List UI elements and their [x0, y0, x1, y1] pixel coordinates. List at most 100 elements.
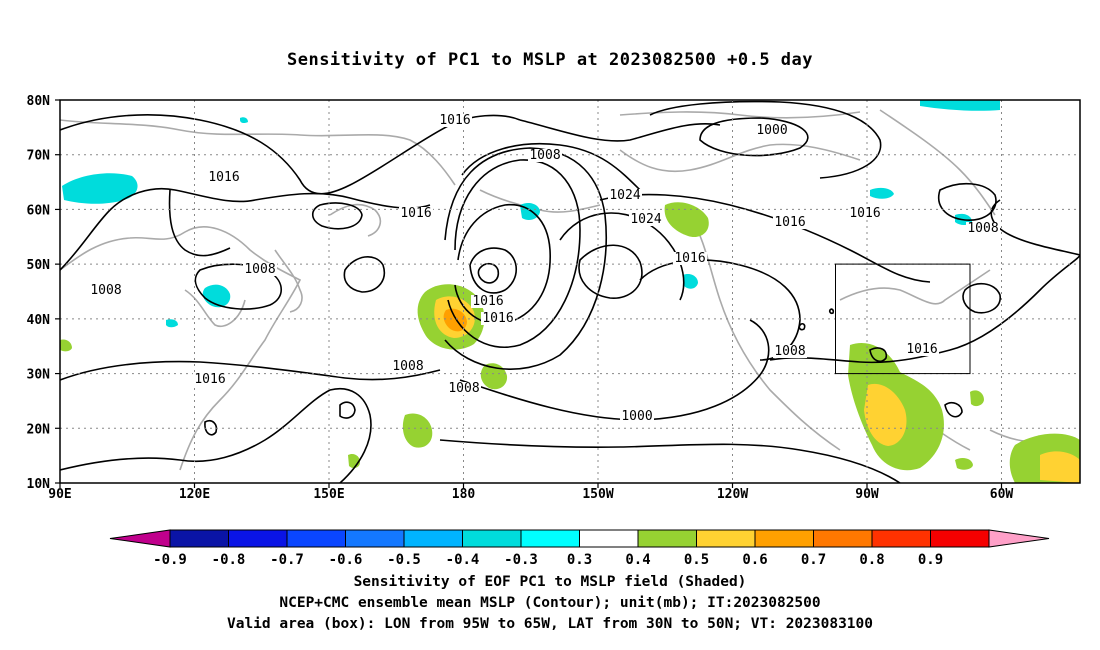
contour-label-bg [608, 189, 642, 202]
contour-label-bg [848, 207, 882, 220]
contour-label: 1016 [400, 206, 431, 221]
contour-label-bg [391, 360, 425, 373]
contour-label-bg [89, 284, 123, 297]
colorbar-segment [169, 529, 229, 548]
lat-label: 30N [27, 368, 51, 383]
colorbar-segment [462, 529, 522, 548]
colorbar-label: -0.6 [329, 552, 363, 568]
colorbar-label: 0.7 [801, 552, 826, 568]
latitude-axis: 80N 70N 60N 50N 40N 30N 20N 10N [27, 94, 60, 492]
contour-label: 1016 [194, 372, 225, 387]
lat-label: 70N [27, 149, 51, 164]
contour-label-bg [193, 373, 227, 386]
positive-sensitivity-region [480, 363, 508, 390]
positive-sensitivity-region [955, 457, 973, 470]
positive-sensitivity-region [864, 383, 907, 446]
colorbar [109, 529, 1050, 548]
colorbar-label: -0.4 [446, 552, 480, 568]
colorbar-min-arrow [109, 529, 171, 548]
contour-label: 1016 [208, 170, 239, 185]
contour-label-bg [528, 149, 562, 162]
sensitivity-shading [60, 100, 1080, 483]
contour-label: 1024 [609, 188, 640, 203]
contour-label: 1024 [630, 212, 661, 227]
lat-label: 10N [27, 477, 51, 492]
lon-label: 90W [855, 487, 879, 502]
contour-label: 1008 [90, 283, 121, 298]
contour-label-bg [629, 213, 663, 226]
contour-label: 1008 [392, 359, 423, 374]
colorbar-segment [637, 529, 697, 548]
colorbar-label: -0.7 [270, 552, 304, 568]
longitude-axis: 90E 120E 150E 180 150W 120W 90W 60W [48, 483, 1013, 502]
lon-label: 120W [717, 487, 748, 502]
colorbar-segment [520, 529, 580, 548]
lon-label: 150W [582, 487, 613, 502]
contour-label-bg [447, 382, 481, 395]
positive-sensitivity-region [970, 390, 984, 407]
colorbar-segment [345, 529, 405, 548]
plot-frame [59, 99, 1081, 484]
contour-label-bg [243, 263, 277, 276]
colorbar-label: -0.5 [387, 552, 421, 568]
colorbar-segment [696, 529, 756, 548]
colorbar-label: 0.6 [742, 552, 767, 568]
lat-label: 20N [27, 422, 51, 437]
negative-sensitivity-region [520, 202, 540, 220]
contour-label-bg [755, 124, 789, 137]
contour-label: 1016 [849, 206, 880, 221]
colorbar-segment [930, 529, 990, 548]
colorbar-segment [754, 529, 814, 548]
colorbar-label: 0.3 [567, 552, 592, 568]
contour-label-bg [471, 295, 505, 308]
contour-label: 1008 [774, 344, 805, 359]
caption-valid-area: Valid area (box): LON from 95W to 65W, L… [226, 616, 873, 632]
negative-sensitivity-region [240, 117, 248, 124]
contour-label-bg [481, 312, 515, 325]
contour-label: 1016 [906, 342, 937, 357]
colorbar-label: 0.9 [918, 552, 943, 568]
contour-label: 1016 [774, 215, 805, 230]
contour-label: 1008 [529, 148, 560, 163]
caption-contour: NCEP+CMC ensemble mean MSLP (Contour); u… [279, 595, 821, 611]
colorbar-segment [286, 529, 346, 548]
colorbar-segment [228, 529, 288, 548]
positive-sensitivity-region [60, 339, 72, 352]
contour-label: 1008 [448, 381, 479, 396]
contour-label: 1016 [472, 294, 503, 309]
lon-label: 180 [452, 487, 476, 502]
positive-sensitivity-region [664, 202, 709, 238]
lon-label: 150E [313, 487, 344, 502]
contour-label-bg [673, 252, 707, 265]
colorbar-label: 0.8 [859, 552, 884, 568]
colorbar-label: -0.9 [153, 552, 187, 568]
negative-sensitivity-region [683, 273, 698, 289]
lon-label: 90E [48, 487, 71, 502]
negative-sensitivity-region [870, 187, 894, 199]
lat-label: 40N [27, 313, 51, 328]
sensitivity-map: 1016 1000 1008 1016 1016 1024 1024 1016 1008 1016… [27, 94, 1081, 568]
lon-label: 120E [179, 487, 210, 502]
contour-labels: 1016 1000 1008 1016 1016 1024 1024 1016 1008 1016… [89, 113, 1000, 424]
contour-label: 1000 [756, 123, 787, 138]
lat-label: 80N [27, 94, 51, 109]
map-title: Sensitivity of PC1 to MSLP at 2023082500… [286, 50, 813, 70]
valid-area-box [835, 263, 971, 375]
colorbar-segment [403, 529, 463, 548]
positive-sensitivity-region [402, 413, 433, 448]
contour-label-bg [966, 222, 1000, 235]
contour-label-bg [399, 207, 433, 220]
contour-label: 1016 [482, 311, 513, 326]
contour-label: 1008 [967, 221, 998, 236]
contour-label: 1008 [244, 262, 275, 277]
lon-label: 60W [990, 487, 1014, 502]
colorbar-labels: -0.9 -0.8 -0.7 -0.6 -0.5 -0.4 -0.3 0.3 0.4 0.5 0.6… [153, 552, 943, 568]
contour-label: 1000 [621, 409, 652, 424]
contour-label-bg [773, 216, 807, 229]
colorbar-label: -0.3 [504, 552, 538, 568]
contour-label: 1016 [674, 251, 705, 266]
negative-sensitivity-region [166, 319, 178, 328]
contour-label-bg [620, 410, 654, 423]
colorbar-max-arrow [988, 529, 1050, 548]
lat-label: 50N [27, 258, 51, 273]
